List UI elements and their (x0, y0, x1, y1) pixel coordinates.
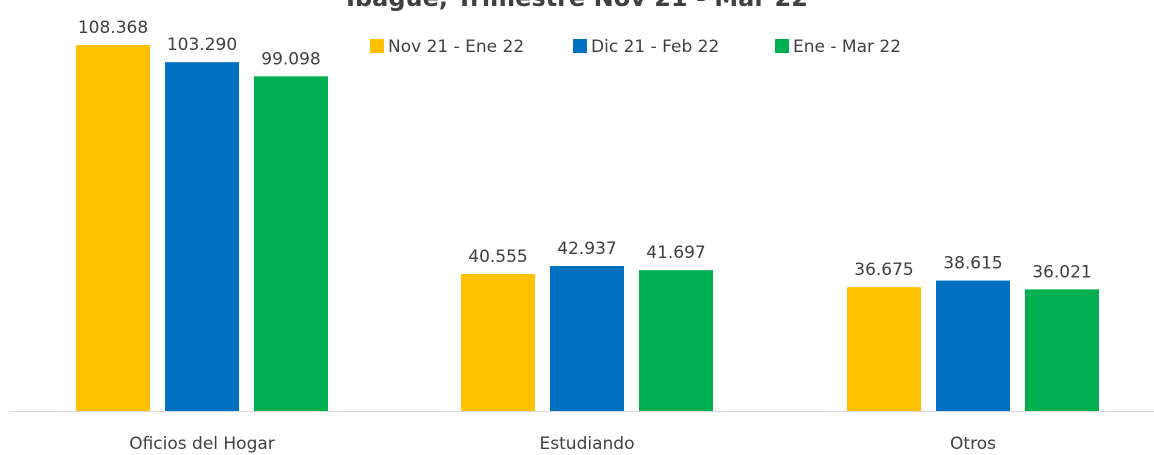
legend-label: Ene - Mar 22 (793, 37, 901, 57)
data-label: 38.615 (943, 254, 1002, 274)
x-tick-label: Oficios del Hogar (129, 434, 275, 454)
data-label: 36.675 (854, 260, 913, 280)
bar (847, 287, 921, 411)
legend-label: Dic 21 - Feb 22 (591, 37, 719, 57)
bar (461, 274, 535, 411)
x-tick-label: Otros (950, 434, 996, 454)
data-label: 36.021 (1032, 262, 1091, 282)
bar (76, 45, 150, 411)
data-label: 40.555 (468, 247, 527, 267)
legend-label: Nov 21 - Ene 22 (388, 37, 524, 57)
x-tick-label: Estudiando (540, 434, 635, 454)
bar (550, 265, 624, 411)
data-label: 42.937 (557, 239, 616, 259)
data-label: 99.098 (261, 49, 320, 69)
data-label: 108.368 (78, 18, 148, 38)
legend-swatch (573, 39, 587, 53)
bar (165, 62, 239, 412)
legend-swatch (775, 39, 789, 53)
chart-title: Ibagué, Trimestre Nov 21 - Mar 22 (346, 0, 808, 12)
bar (1025, 289, 1099, 411)
bar (639, 270, 713, 411)
data-label: 41.697 (646, 243, 705, 263)
data-label: 103.290 (167, 35, 237, 55)
legend-swatch (370, 39, 384, 53)
bar (254, 76, 328, 411)
bar (936, 280, 1010, 411)
